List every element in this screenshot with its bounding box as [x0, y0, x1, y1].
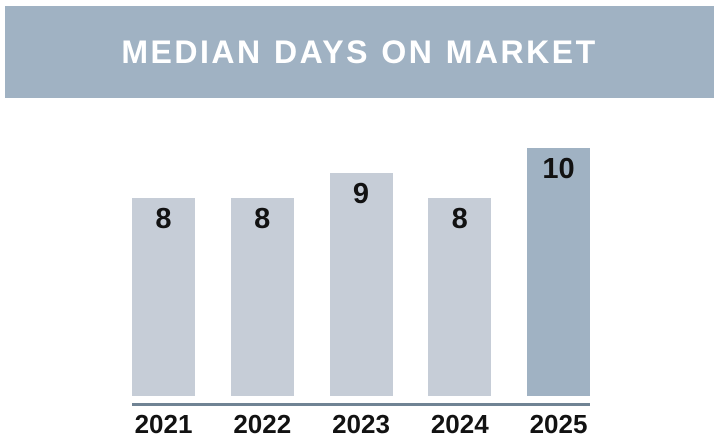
bar-2022: 8 [230, 198, 294, 396]
bar-2024: 8 [428, 198, 492, 396]
chart-title-banner: MEDIAN DAYS ON MARKET [5, 6, 714, 98]
chart-title: MEDIAN DAYS ON MARKET [121, 33, 598, 70]
x-axis-line [132, 403, 590, 406]
bar-value-label: 8 [155, 203, 172, 235]
bar-value-label: 9 [352, 178, 370, 210]
x-tick-label-2024: 2024 [430, 409, 489, 439]
x-tick-label-2023: 2023 [332, 409, 390, 439]
x-axis-labels: 2021 2022 2023 2024 2025 [132, 411, 590, 437]
bar-value-label: 8 [254, 203, 271, 235]
bars-area: 8 8 9 8 10 [132, 148, 590, 396]
bar-value-label: 8 [451, 203, 468, 235]
bar-2025: 10 [527, 148, 590, 396]
x-tick-label-2022: 2022 [233, 409, 292, 439]
bar-2021: 8 [132, 198, 195, 396]
bar-2023: 9 [329, 173, 393, 396]
x-tick-label-2021: 2021 [134, 409, 193, 439]
x-tick-label-2025: 2025 [529, 409, 588, 439]
bar-value-label: 10 [542, 153, 575, 185]
bar-chart: 8 8 9 8 10 2021 2022 2023 2024 2025 [132, 148, 590, 437]
